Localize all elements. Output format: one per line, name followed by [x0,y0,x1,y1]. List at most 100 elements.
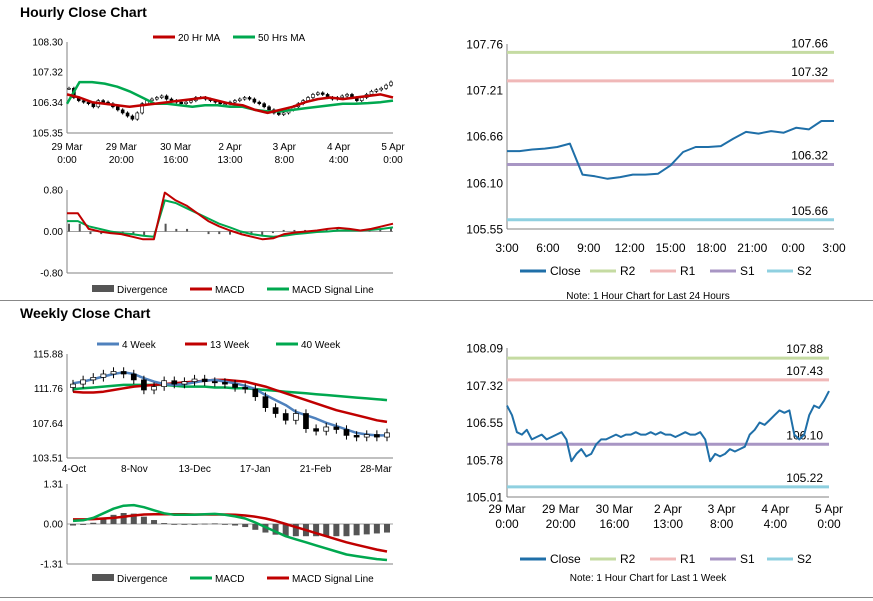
section-divider [0,300,873,301]
hourly-macd-ytick-label: 0.80 [44,186,64,197]
weekly-price-xtick-label: 8-Nov [121,464,148,475]
weekly-legend-divergence-swatch [92,574,114,581]
weekly-candle-body [222,382,228,385]
weekly-zoom-xtick-label: 4 Apr [761,502,789,516]
hourly-price-candle [311,94,315,98]
hourly-macd-line [67,191,394,241]
weekly-divergence-bar [140,516,147,524]
weekly-candle-body [292,413,299,421]
weekly-candle-body [313,428,319,432]
hourly-price-xtick-label: 29 Mar [51,142,83,153]
weekly-divergence-bar [201,523,208,525]
hourly-legend-50hr-ma-label: 50 Hrs MA [258,33,306,44]
weekly-price-xtick-label: 13-Dec [179,464,211,475]
hourly-price-xtick-label: 16:00 [163,155,188,166]
weekly-candle-body [70,383,76,388]
hourly-zoom-legend-label: Close [550,264,581,278]
weekly-zoom-note: Note: 1 Hour Chart for Last 1 Week [570,573,728,584]
hourly-price-candle [91,103,96,108]
weekly-4-week-ma-line [72,371,387,437]
hourly-price-candle [237,98,242,101]
weekly-candle-body [384,432,390,438]
weekly-candle-body [363,434,370,438]
hourly-zoom-xtick-label: 3:00 [495,241,519,255]
weekly-divergence-bar [373,524,380,534]
hourly-price-candle [67,87,71,90]
weekly-candle-body [272,407,279,414]
weekly-zoom-legend-label: R1 [680,552,696,566]
weekly-legend-40-week-label: 40 Week [301,340,341,351]
hourly-price-candle [345,94,349,97]
weekly-candle-body [242,387,249,390]
weekly-divergence-bar [80,524,87,525]
hourly-price-candle [125,112,130,117]
hourly-price-ytick-label: 107.32 [32,68,63,79]
hourly-price-candle [379,87,384,91]
hourly-price-candle [155,97,159,100]
weekly-divergence-bar [100,518,107,524]
hourly-price-candle [369,91,374,95]
weekly-zoom-xtick-label: 30 Mar [596,502,633,516]
hourly-zoom-note: Note: 1 Hour Chart for Last 24 Hours [566,291,729,302]
hourly-price-ytick-label: 105.35 [32,129,63,140]
weekly-zoom-ytick-label: 108.09 [466,342,503,356]
weekly-divergence-bar [70,524,76,526]
hourly-price-xtick-label: 0:00 [383,155,403,166]
weekly-zoom-xtick-label: 0:00 [817,517,841,531]
weekly-candle-body [110,371,117,375]
hourly-macd-ytick-label: -0.80 [40,269,63,280]
weekly-zoom-ytick-label: 106.55 [466,416,503,430]
weekly-candle-body [90,377,97,381]
weekly-legend-4-week-label: 4 Week [122,340,157,351]
weekly-candle-body [303,413,309,430]
weekly-candle-body [80,379,86,385]
weekly-chart-title: Weekly Close Chart [20,305,151,321]
weekly-zoom-xtick-label: 8:00 [710,517,734,531]
hourly-price-xtick-label: 2 Apr [218,142,242,153]
hourly-zoom-level-s1-label: 106.32 [791,149,828,163]
hourly-zoom-level-s2-label: 105.66 [791,204,828,218]
weekly-divergence-bar [110,514,117,524]
weekly-divergence-bar [353,524,360,536]
weekly-divergence-bar [232,524,239,526]
weekly-zoom-legend-label: R2 [620,552,636,566]
weekly-zoom-xtick-label: 13:00 [653,517,683,531]
hourly-zoom-legend-label: R2 [620,264,636,278]
weekly-divergence-bar [211,523,218,525]
weekly-divergence-bar [161,523,168,524]
weekly-candle-body [201,378,208,382]
hourly-price-candle [384,84,388,89]
hourly-zoom-ytick-label: 106.66 [466,130,503,144]
weekly-candle-body [181,381,188,385]
hourly-price-candle [140,103,144,114]
hourly-price-candle [184,101,188,104]
hourly-price-candle [262,103,266,108]
weekly-price-xtick-label: 4-Oct [62,464,87,475]
weekly-divergence-bar [282,524,289,537]
weekly-zoom-xtick-label: 29 Mar [542,502,579,516]
hourly-price-candle [130,115,135,120]
hourly-zoom-ytick-label: 107.21 [466,84,503,98]
weekly-13-week-ma-line [72,378,388,424]
hourly-legend-macd-signal-label: MACD Signal Line [292,285,374,296]
hourly-legend-macd-label: MACD [215,285,244,296]
hourly-price-candle [233,100,237,103]
hourly-zoom-level-r2-label: 107.66 [791,36,828,50]
weekly-divergence-bar [333,524,340,537]
hourly-price-candle [340,95,345,98]
weekly-divergence-bar [272,524,279,535]
bottom-divider [0,597,873,598]
weekly-divergence-bar [292,524,299,537]
weekly-divergence-bar [252,524,259,530]
hourly-price-xtick-label: 3 Apr [273,142,297,153]
hourly-zoom-ytick-label: 106.10 [466,176,503,190]
hourly-zoom-xtick-label: 6:00 [536,241,560,255]
weekly-divergence-bar [191,524,198,525]
weekly-divergence-bar [120,513,127,524]
weekly-zoom-ytick-label: 105.78 [466,453,503,467]
hourly-price-ytick-label: 106.34 [32,98,63,109]
weekly-divergence-bar [90,522,97,524]
hourly-zoom-legend-label: S1 [740,264,755,278]
weekly-zoom-level-r2-label: 107.88 [786,342,823,356]
